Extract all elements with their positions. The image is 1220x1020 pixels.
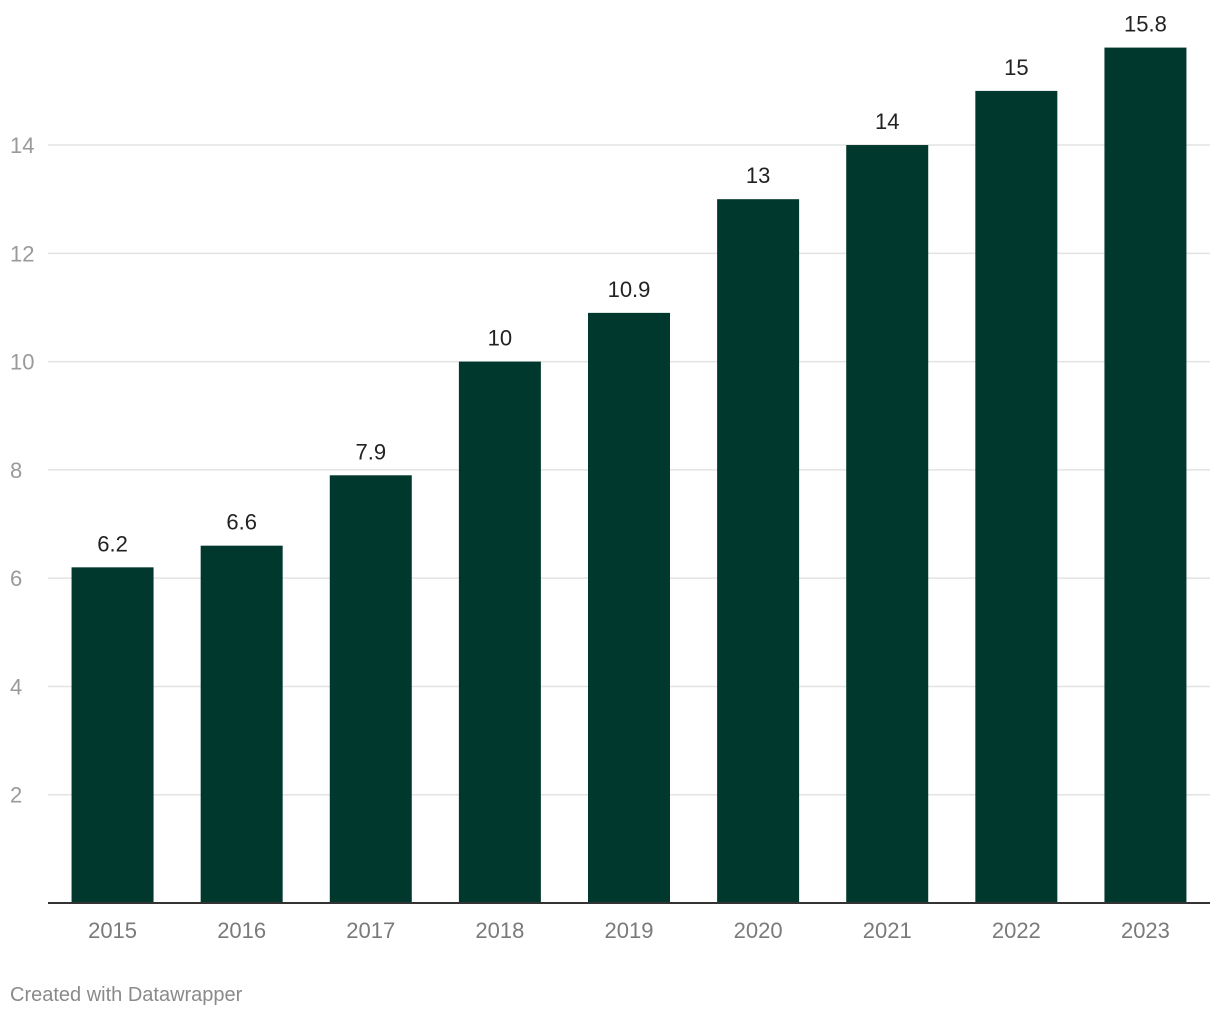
data-label-2017: 7.9 xyxy=(355,439,386,464)
x-tick-label-2016: 2016 xyxy=(217,918,266,943)
y-tick-label: 8 xyxy=(10,458,22,483)
y-tick-label: 2 xyxy=(10,783,22,808)
data-label-2021: 14 xyxy=(875,109,899,134)
bar-2020 xyxy=(717,199,800,903)
x-tick-label-2021: 2021 xyxy=(863,918,912,943)
x-axis-ticks: 2015 2016 2017 2018 2019 2020 2021 2022 2023 xyxy=(88,918,1170,943)
x-tick-label-2015: 2015 xyxy=(88,918,137,943)
y-tick-label: 14 xyxy=(10,133,34,158)
bar-2015 xyxy=(71,567,154,903)
bar-2023 xyxy=(1104,47,1187,903)
data-label-2018: 10 xyxy=(488,326,512,351)
bar-2021 xyxy=(846,145,929,904)
x-tick-label-2022: 2022 xyxy=(992,918,1041,943)
y-tick-label: 4 xyxy=(10,674,22,699)
bar-2022 xyxy=(975,90,1058,903)
x-tick-label-2020: 2020 xyxy=(734,918,783,943)
x-tick-label-2018: 2018 xyxy=(475,918,524,943)
data-label-2023: 15.8 xyxy=(1124,12,1167,37)
bar-chart: 2 4 6 8 10 12 14 6.2 6.6 7.9 10 10.9 13 14 15 15.8 201… xyxy=(10,12,1210,943)
x-tick-label-2017: 2017 xyxy=(346,918,395,943)
data-label-2019: 10.9 xyxy=(608,277,651,302)
bars xyxy=(71,47,1187,904)
bar-2017 xyxy=(329,475,412,903)
bar-2019 xyxy=(588,312,670,903)
y-tick-label: 12 xyxy=(10,241,34,266)
y-tick-label: 6 xyxy=(10,566,22,591)
y-tick-label: 10 xyxy=(10,350,34,375)
bar-2018 xyxy=(458,361,541,904)
data-label-2020: 13 xyxy=(746,163,770,188)
data-labels: 6.2 6.6 7.9 10 10.9 13 14 15 15.8 xyxy=(97,12,1167,557)
credit-text: Created with Datawrapper xyxy=(10,984,243,1006)
data-label-2015: 6.2 xyxy=(97,531,128,556)
x-tick-label-2023: 2023 xyxy=(1121,918,1170,943)
bar-2016 xyxy=(200,545,283,903)
data-label-2022: 15 xyxy=(1004,55,1028,80)
data-label-2016: 6.6 xyxy=(226,510,257,535)
x-tick-label-2019: 2019 xyxy=(605,918,654,943)
